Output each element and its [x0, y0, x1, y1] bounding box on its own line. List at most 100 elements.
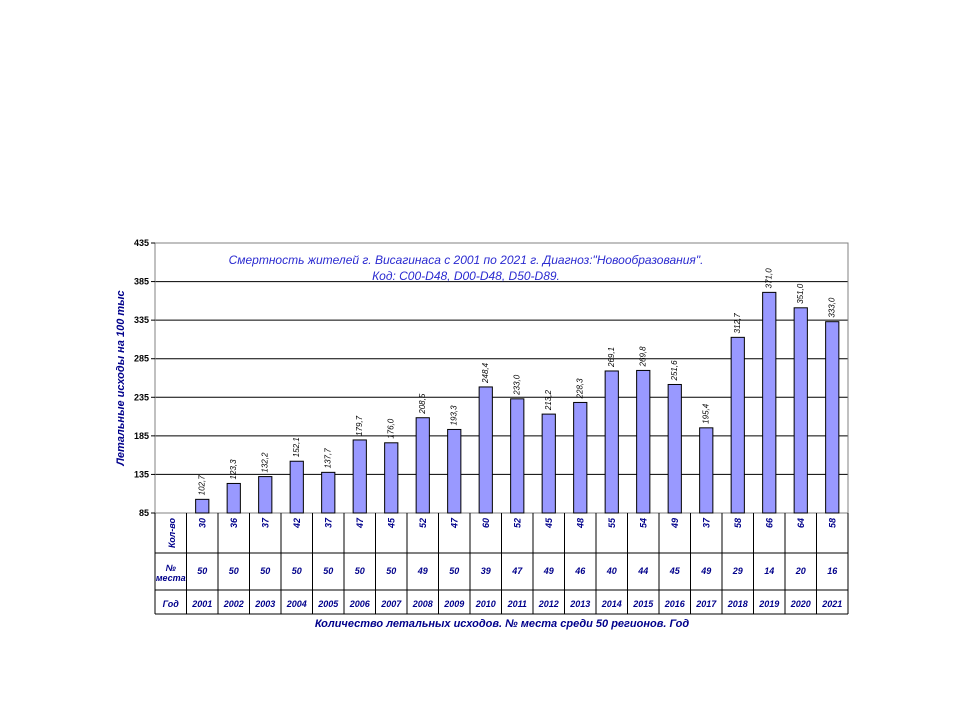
bar	[762, 291, 777, 514]
y-tick-label: 335	[134, 315, 149, 325]
chart-title-line-2: Код: C00-D48, D00-D48, D50-D89.	[372, 269, 560, 283]
bar	[478, 386, 493, 514]
table-cell: 47	[511, 566, 523, 576]
table-row-header: №	[166, 563, 177, 573]
bar	[289, 460, 304, 514]
data-label: 333,0	[827, 297, 836, 318]
bar	[604, 370, 619, 514]
table-cell: 44	[637, 566, 648, 576]
data-label: 195,4	[701, 403, 710, 424]
data-label: 312,7	[733, 313, 742, 334]
bar	[636, 369, 651, 514]
data-label: 208,5	[418, 393, 427, 415]
table-cell: 45	[386, 517, 396, 529]
data-label: 123,3	[229, 459, 238, 480]
table-cell: 45	[669, 566, 681, 576]
table-cell: 58	[827, 518, 837, 528]
table-cell: 58	[733, 518, 743, 528]
y-axis-label: Летальные исходы на 100 тыс	[115, 290, 127, 466]
bars	[195, 291, 840, 514]
bar	[415, 417, 430, 514]
bar	[226, 482, 241, 514]
table-cell: 52	[418, 518, 428, 528]
y-tick-label: 85	[139, 508, 149, 518]
data-label: 176,0	[386, 418, 395, 439]
bar	[384, 442, 399, 514]
table-cell: 2019	[758, 599, 779, 609]
table-cell: 46	[574, 566, 586, 576]
table-cell: 49	[670, 518, 680, 529]
y-axis-ticks: 85 135 185 235 285 335 385 435	[134, 238, 155, 518]
data-label: 137,7	[323, 448, 332, 469]
table-cell: 2012	[538, 599, 559, 609]
table-cell: 2008	[412, 599, 433, 609]
data-label: 251,6	[670, 360, 679, 382]
y-tick-label: 135	[134, 469, 149, 479]
table-cell: 2015	[632, 599, 654, 609]
table-row-header: Год	[163, 599, 180, 609]
data-label: 132,2	[260, 452, 269, 473]
table-cell: 2006	[349, 599, 371, 609]
table-cell: 2003	[254, 599, 275, 609]
y-tick-label: 235	[134, 392, 149, 402]
bar	[321, 471, 336, 514]
table-cell: 42	[292, 518, 302, 529]
y-tick-label: 285	[134, 354, 149, 364]
data-label: 152,1	[292, 437, 301, 457]
table-cell: 55	[607, 517, 617, 528]
table-cell: 2021	[821, 599, 842, 609]
y-tick-label: 435	[134, 238, 149, 248]
table-cell: 64	[796, 518, 806, 528]
table-cell: 45	[544, 517, 554, 529]
table-cell: 48	[575, 518, 585, 529]
table-cell: 2001	[191, 599, 212, 609]
table-cell: 52	[512, 518, 522, 528]
y-tick-label: 385	[134, 277, 149, 287]
bar	[699, 427, 714, 514]
data-label: 248,4	[481, 362, 490, 384]
table-cell: 50	[260, 566, 270, 576]
table-cell: 2009	[443, 599, 464, 609]
table-cell: 49	[700, 566, 711, 576]
table-cell: 2018	[727, 599, 748, 609]
bar	[825, 321, 840, 514]
chart-title: Смертность жителей г. Висагинаса с 2001 …	[229, 253, 704, 283]
bar	[667, 383, 682, 514]
bar	[573, 401, 588, 514]
table-cell: 50	[449, 566, 459, 576]
table-cell: 49	[417, 566, 428, 576]
table-row-header: места	[156, 573, 186, 583]
data-label: 228,3	[575, 378, 584, 400]
data-label: 351,0	[796, 283, 805, 304]
y-tick-label: 185	[134, 431, 149, 441]
data-label: 193,3	[449, 405, 458, 426]
table-cell: 2016	[664, 599, 686, 609]
table-cell: 66	[764, 517, 774, 528]
table-cell: 20	[795, 566, 806, 576]
table-row-header: Кол-во	[167, 518, 177, 548]
bar	[352, 439, 367, 514]
bar	[793, 307, 808, 514]
data-label: 213,2	[544, 390, 553, 412]
data-label: 179,7	[355, 415, 364, 436]
bar	[195, 498, 210, 514]
table-cell: 2020	[790, 599, 811, 609]
table-cell: 50	[292, 566, 302, 576]
data-label: 269,8	[638, 346, 647, 368]
table-cell: 39	[481, 566, 491, 576]
table-cell: 49	[543, 566, 554, 576]
table-cell: 50	[229, 566, 239, 576]
table-cell: 37	[260, 517, 270, 528]
table-cell: 30	[197, 518, 207, 528]
data-table: Кол-во 30 36 37 42 37 47 45 52 47 60 52 45 48 55 54 49 37…	[154, 513, 849, 615]
table-cell: 47	[355, 517, 365, 529]
table-cell: 2017	[695, 599, 717, 609]
table-cell: 47	[449, 517, 459, 529]
data-label: 233,0	[512, 374, 521, 396]
bar	[447, 428, 462, 514]
table-cell: 60	[481, 518, 491, 528]
chart-title-line-1: Смертность жителей г. Висагинаса с 2001 …	[229, 253, 704, 267]
table-cell: 37	[323, 517, 333, 528]
table-cell: 29	[732, 566, 743, 576]
